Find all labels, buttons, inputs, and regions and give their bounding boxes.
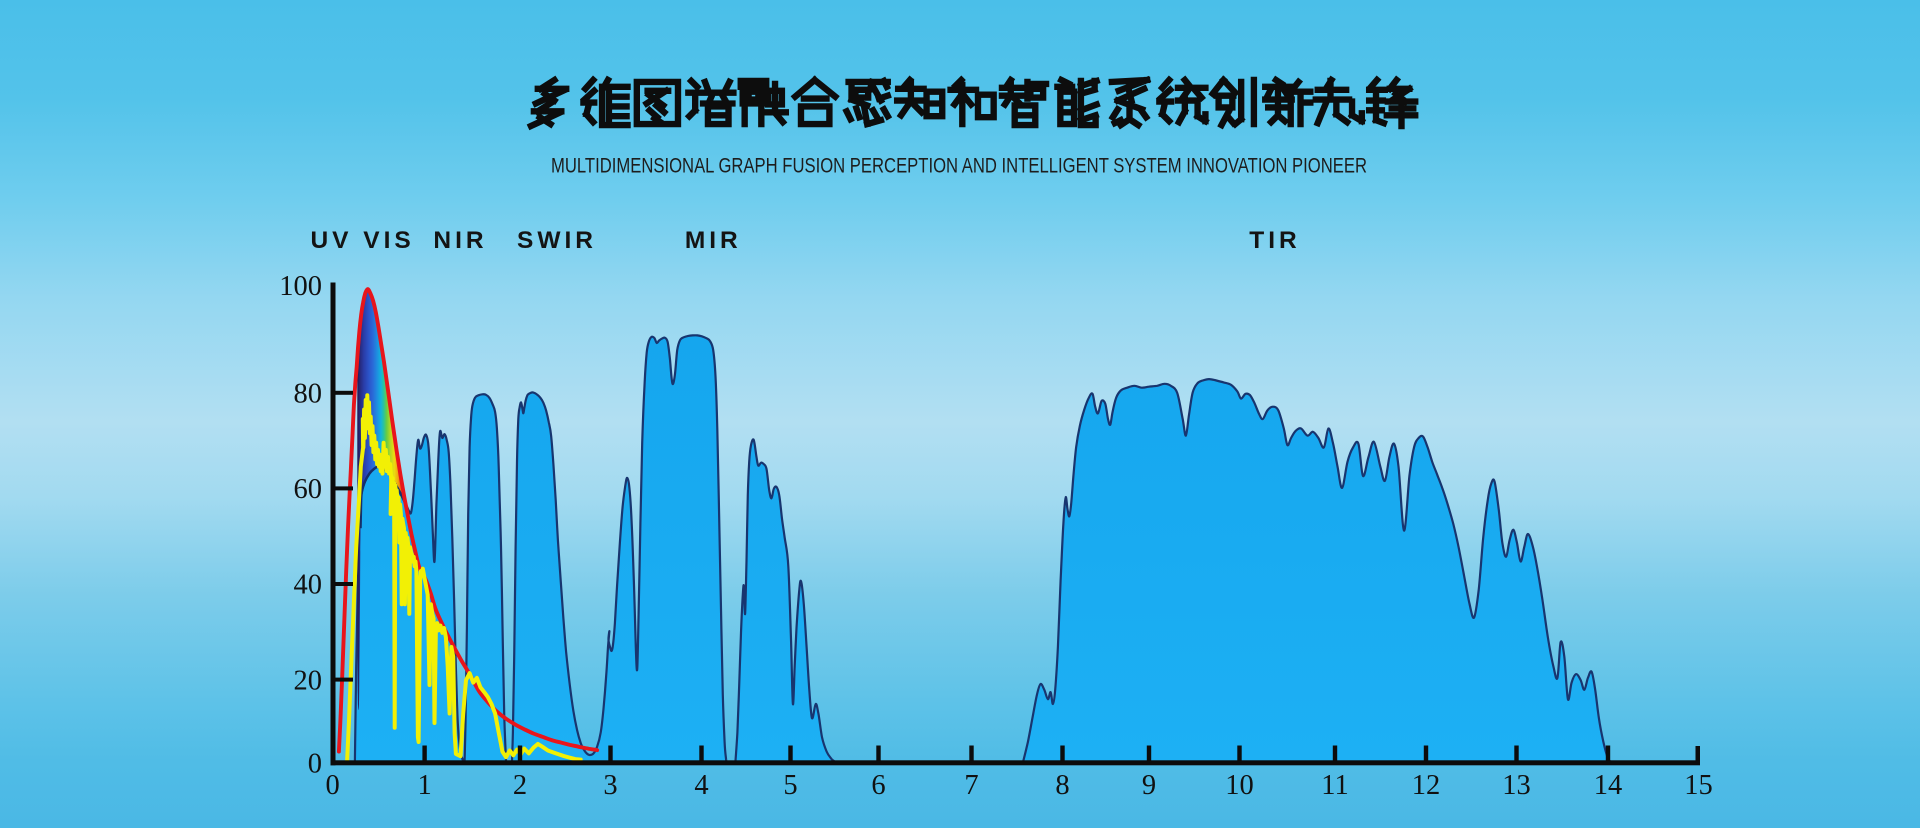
svg-text:UV: UV	[310, 227, 352, 254]
svg-text:1: 1	[417, 770, 431, 801]
svg-text:11: 11	[1321, 770, 1348, 801]
svg-text:8: 8	[1055, 770, 1069, 801]
svg-text:100: 100	[279, 271, 322, 302]
svg-text:9: 9	[1142, 770, 1156, 801]
svg-text:MULTIDIMENSIONAL GRAPH FUSION: MULTIDIMENSIONAL GRAPH FUSION PERCEPTION…	[551, 154, 1367, 178]
svg-text:TIR: TIR	[1249, 227, 1300, 254]
svg-text:13: 13	[1502, 770, 1531, 801]
svg-text:2: 2	[513, 770, 527, 801]
svg-text:80: 80	[294, 378, 323, 409]
svg-text:5: 5	[783, 770, 797, 801]
svg-text:7: 7	[964, 770, 978, 801]
svg-text:60: 60	[294, 474, 323, 505]
svg-text:MIR: MIR	[685, 227, 742, 254]
svg-text:15: 15	[1684, 770, 1713, 801]
svg-text:20: 20	[294, 666, 323, 697]
svg-text:SWIR: SWIR	[517, 227, 597, 254]
svg-text:VIS: VIS	[363, 227, 415, 254]
svg-text:NIR: NIR	[433, 227, 487, 254]
svg-text:14: 14	[1594, 770, 1623, 801]
svg-text:40: 40	[294, 570, 323, 601]
svg-text:0: 0	[308, 749, 322, 780]
svg-text:6: 6	[871, 770, 885, 801]
svg-text:4: 4	[694, 770, 708, 801]
svg-text:12: 12	[1412, 770, 1441, 801]
svg-text:3: 3	[603, 770, 617, 801]
svg-text:10: 10	[1225, 770, 1254, 801]
svg-text:0: 0	[325, 770, 339, 801]
